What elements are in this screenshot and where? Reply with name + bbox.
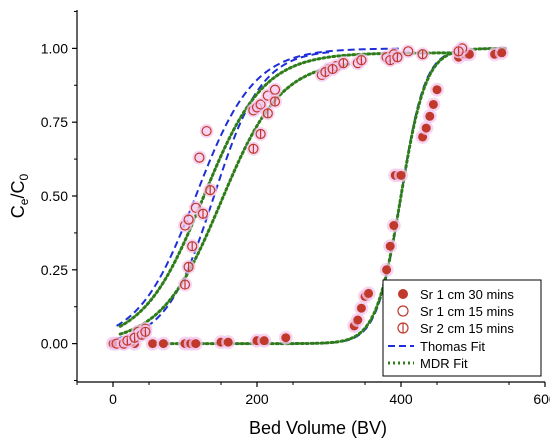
- data-point: [364, 288, 374, 298]
- data-point: [201, 125, 212, 137]
- data-point: [432, 85, 442, 95]
- y-tick-label: 0.25: [41, 262, 68, 278]
- y-tick-label: 1.00: [41, 40, 68, 56]
- legend-label-4: Thomas Fit: [420, 339, 485, 354]
- legend: Sr 1 cm 30 mins Sr 1 cm 15 mins Sr 2 cm …: [382, 279, 542, 377]
- data-point: [382, 265, 392, 275]
- legend-box: [382, 279, 542, 377]
- x-tick-label: 600: [533, 391, 550, 407]
- legend-marker-open: [397, 305, 409, 317]
- thomas-fit-curve-2: [116, 51, 330, 340]
- legend-item-5: MDR Fit: [388, 356, 468, 371]
- x-axis-label: Bed Volume (BV): [249, 418, 387, 438]
- x-tick-label: 200: [245, 391, 269, 407]
- data-point: [255, 99, 266, 110]
- data-point: [421, 123, 431, 133]
- mdr-fit-curve-2: [118, 62, 353, 336]
- series-3: [120, 44, 466, 348]
- y-axis-label-main: C: [8, 205, 28, 218]
- axes: 0 200 400 600 0.00 0.25 0.50 0.75 1.00: [41, 10, 550, 407]
- legend-item-4: Thomas Fit: [388, 339, 485, 354]
- y-tick-label: 0.75: [41, 114, 68, 130]
- data-point: [223, 337, 233, 347]
- thomas-fit-curve-1: [116, 47, 402, 327]
- data-point: [158, 339, 168, 349]
- data-point: [385, 241, 395, 251]
- data-point: [428, 99, 438, 109]
- data-point: [148, 339, 158, 349]
- y-axis-label-sub2: 0: [17, 174, 31, 181]
- y-tick-label: 0.00: [41, 336, 68, 352]
- data-point: [183, 214, 194, 225]
- data-point: [191, 339, 201, 349]
- legend-item-3: Sr 2 cm 15 mins: [397, 321, 514, 336]
- data-point: [396, 170, 406, 180]
- data-point: [281, 333, 291, 343]
- data-point: [259, 336, 269, 346]
- legend-marker-filled: [398, 289, 408, 299]
- legend-item-1: Sr 1 cm 30 mins: [398, 287, 514, 302]
- data-point: [194, 152, 205, 163]
- data-point: [356, 303, 366, 313]
- x-tick-label: 0: [109, 391, 117, 407]
- y-axis-label-sep: /C: [8, 180, 28, 198]
- legend-label-1: Sr 1 cm 30 mins: [420, 287, 514, 302]
- data-point: [497, 48, 507, 58]
- legend-label-3: Sr 2 cm 15 mins: [420, 321, 514, 336]
- data-point: [353, 315, 363, 325]
- y-axis-label-sub1: e: [17, 198, 31, 205]
- y-tick-label: 0.50: [41, 188, 68, 204]
- data-point: [403, 46, 414, 57]
- x-tick-label: 400: [389, 391, 413, 407]
- data-point: [269, 84, 281, 95]
- y-axis-label: Ce/C0: [8, 174, 31, 219]
- legend-label-5: MDR Fit: [420, 356, 468, 371]
- data-points: [106, 41, 509, 351]
- data-point: [425, 111, 435, 121]
- legend-label-2: Sr 1 cm 15 mins: [420, 304, 514, 319]
- legend-item-2: Sr 1 cm 15 mins: [397, 304, 514, 319]
- data-point: [389, 221, 399, 231]
